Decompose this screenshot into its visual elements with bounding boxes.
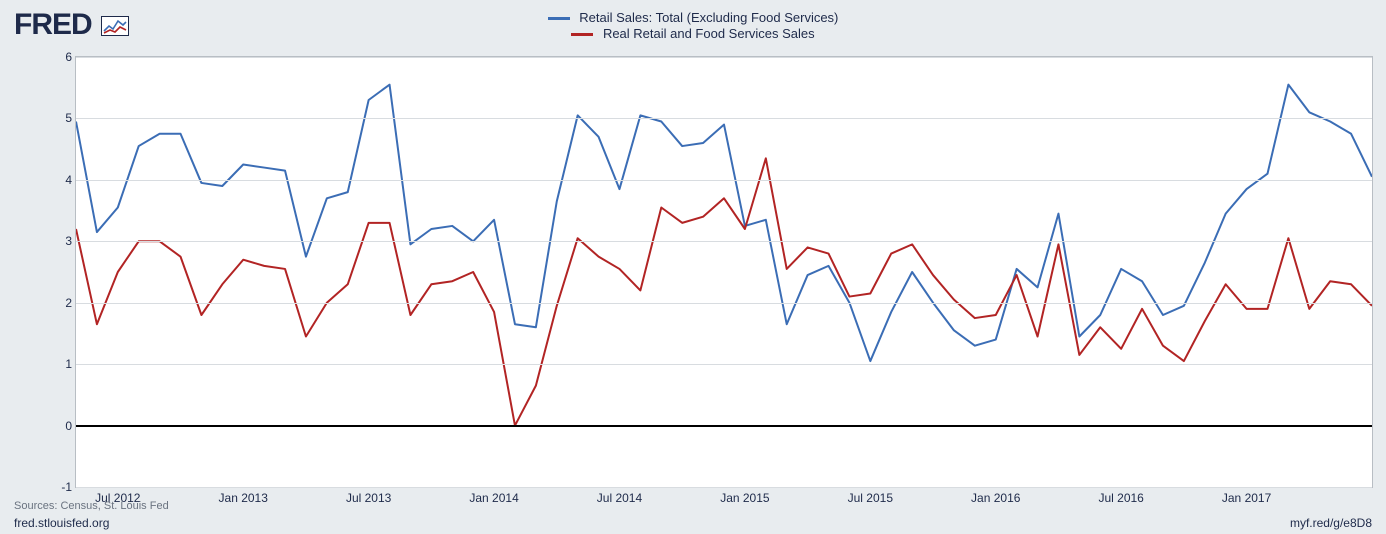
gridline [76, 118, 1372, 119]
shortlink-text: myf.red/g/e8D8 [1290, 516, 1372, 530]
series-line [76, 85, 1372, 361]
plot-area: -10123456Jul 2012Jan 2013Jul 2013Jan 201… [75, 56, 1373, 488]
legend-label: Retail Sales: Total (Excluding Food Serv… [579, 10, 838, 25]
gridline [76, 57, 1372, 58]
x-tick-label: Jul 2016 [1098, 491, 1143, 505]
y-tick-label: 4 [50, 173, 72, 187]
gridline [76, 364, 1372, 365]
y-tick-label: 1 [50, 357, 72, 371]
gridline [76, 487, 1372, 488]
x-tick-label: Jul 2015 [848, 491, 893, 505]
legend-swatch [571, 33, 593, 36]
x-tick-label: Jan 2016 [971, 491, 1020, 505]
gridline [76, 241, 1372, 242]
legend-label: Real Retail and Food Services Sales [603, 26, 815, 41]
x-tick-label: Jan 2017 [1222, 491, 1271, 505]
gridline [76, 180, 1372, 181]
sources-text: Sources: Census, St. Louis Fed [14, 500, 169, 512]
x-tick-label: Jul 2013 [346, 491, 391, 505]
x-tick-label: Jan 2015 [720, 491, 769, 505]
y-tick-label: -1 [50, 480, 72, 494]
legend-item: Retail Sales: Total (Excluding Food Serv… [548, 10, 839, 26]
zero-line [76, 425, 1372, 427]
y-tick-label: 6 [50, 50, 72, 64]
series-layer [76, 57, 1372, 487]
legend: Retail Sales: Total (Excluding Food Serv… [0, 10, 1386, 42]
y-tick-label: 3 [50, 234, 72, 248]
chart-frame: FRED Retail Sales: Total (Excluding Food… [0, 0, 1386, 534]
gridline [76, 303, 1372, 304]
series-line [76, 158, 1372, 425]
legend-swatch [548, 17, 570, 20]
x-tick-label: Jan 2013 [219, 491, 268, 505]
y-tick-label: 0 [50, 419, 72, 433]
x-tick-label: Jan 2014 [469, 491, 518, 505]
y-tick-label: 2 [50, 296, 72, 310]
legend-item: Real Retail and Food Services Sales [571, 26, 814, 42]
site-text: fred.stlouisfed.org [14, 516, 109, 530]
x-tick-label: Jul 2014 [597, 491, 642, 505]
y-tick-label: 5 [50, 111, 72, 125]
